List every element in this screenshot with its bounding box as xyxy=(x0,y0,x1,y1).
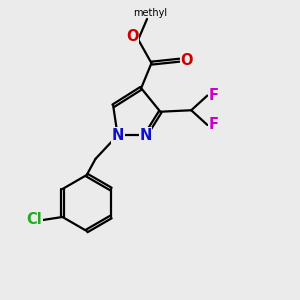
Text: O: O xyxy=(126,29,139,44)
Text: N: N xyxy=(140,128,152,143)
Text: F: F xyxy=(208,118,218,133)
Text: Cl: Cl xyxy=(27,212,42,227)
Text: methyl: methyl xyxy=(133,8,167,18)
Text: N: N xyxy=(111,128,124,143)
Text: F: F xyxy=(208,88,218,103)
Text: O: O xyxy=(181,53,193,68)
